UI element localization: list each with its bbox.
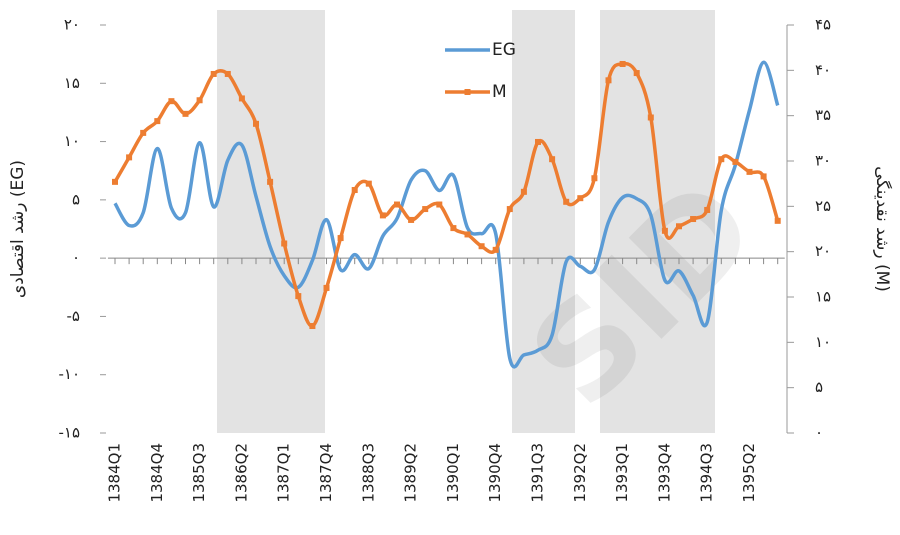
series-marker: [549, 156, 556, 163]
series-marker: [281, 240, 288, 247]
series-marker: [676, 223, 682, 230]
series-marker: [436, 201, 443, 208]
series-marker: [774, 217, 781, 224]
y2-tick-label: ۱۵: [815, 288, 831, 306]
series-marker: [337, 235, 344, 242]
y2-tick-label: ۲۵: [815, 197, 831, 215]
x-tick-label: 1392Q2: [571, 443, 589, 503]
series-marker: [760, 173, 767, 180]
series-marker: [492, 246, 499, 253]
y-tick-label: -۵: [67, 307, 80, 325]
series-marker: [154, 118, 161, 125]
x-tick-label: 1387Q4: [317, 443, 335, 503]
y2-axis-label: رشد نقدینگی (M): [872, 166, 893, 292]
y2-tick-label: ۱۰: [815, 333, 831, 351]
series-marker: [309, 323, 316, 330]
legend-label: M: [492, 82, 507, 102]
y-tick-label: -۱۵: [58, 424, 80, 442]
y-axis-label: رشد اقتصادی (EG): [8, 160, 28, 298]
x-tick-label: 1385Q3: [190, 443, 208, 503]
series-marker: [238, 95, 245, 102]
y-tick-label: -۱۰: [58, 365, 80, 383]
series-marker: [408, 216, 415, 223]
x-tick-label: 1387Q1: [275, 443, 293, 503]
series-marker: [323, 284, 330, 291]
y2-tick-label: ۲۰: [815, 242, 831, 260]
series-marker: [746, 168, 753, 175]
y2-tick-label: ۳۰: [815, 152, 831, 170]
series-marker: [535, 138, 541, 145]
series-marker: [591, 175, 598, 182]
y2-tick-label: ۴۰: [815, 61, 831, 79]
series-marker: [520, 188, 527, 195]
series-marker: [605, 77, 612, 84]
shaded-period: [217, 10, 325, 433]
series-marker: [210, 70, 217, 77]
series-marker: [394, 201, 400, 208]
x-tick-label: 1393Q1: [613, 443, 631, 503]
x-tick-label: 1393Q4: [655, 443, 673, 503]
y-tick-label: ۲۰: [64, 16, 80, 34]
y-tick-label: ۱۵: [64, 74, 80, 92]
shaded-period: [512, 10, 575, 433]
legend-label: EG: [492, 40, 516, 60]
series-marker: [450, 225, 457, 232]
y2-tick-label: ۰: [815, 424, 823, 442]
x-tick-label: 1386Q2: [232, 443, 250, 503]
x-tick-label: 1391Q3: [529, 443, 547, 503]
series-marker: [224, 70, 231, 77]
x-tick-label: 1384Q4: [148, 443, 166, 503]
series-marker: [365, 180, 372, 187]
series-marker: [196, 97, 203, 104]
y2-tick-label: ۵: [815, 378, 823, 396]
series-marker: [633, 70, 640, 77]
x-tick-label: 1394Q3: [698, 443, 716, 503]
series-marker: [267, 178, 274, 185]
series-marker: [690, 216, 697, 223]
series-marker: [140, 129, 147, 136]
series-marker: [661, 227, 668, 234]
series-marker: [718, 156, 725, 163]
series-marker: [168, 98, 175, 105]
series-marker: [112, 178, 118, 185]
y-tick-label: ۱۰: [64, 132, 80, 150]
series-marker: [704, 206, 711, 213]
series-line: [113, 60, 780, 369]
series-marker: [295, 293, 302, 300]
series-marker: [647, 114, 654, 121]
x-tick-label: 1390Q4: [486, 443, 504, 503]
series-marker: [464, 231, 471, 238]
y-tick-label: ۰: [72, 249, 80, 267]
series-marker: [351, 187, 358, 194]
x-tick-label: 1384Q1: [106, 443, 124, 503]
series-marker: [619, 60, 626, 67]
series-marker: [253, 120, 259, 127]
legend-marker: [464, 89, 471, 95]
series-marker: [563, 198, 570, 205]
series-marker: [478, 243, 485, 250]
x-tick-label: 1390Q1: [444, 443, 462, 503]
series-marker: [732, 158, 739, 165]
series-marker: [577, 195, 584, 202]
series-marker: [182, 110, 189, 117]
series-marker: [126, 154, 133, 161]
y-tick-label: ۵: [72, 190, 80, 208]
x-tick-label: 1388Q3: [359, 443, 377, 503]
series-marker: [379, 212, 386, 219]
x-tick-label: 1389Q2: [402, 443, 420, 503]
x-tick-label: 1395Q2: [740, 443, 758, 503]
y2-tick-label: ۳۵: [815, 106, 831, 124]
y2-tick-label: ۴۵: [815, 16, 831, 34]
series-marker: [422, 206, 429, 213]
series-marker: [506, 206, 513, 213]
